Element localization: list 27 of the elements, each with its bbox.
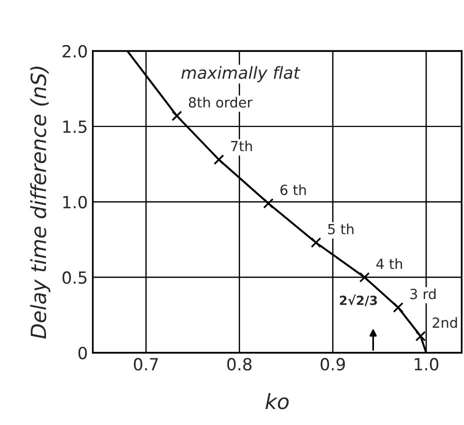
x-tick-label: 0.8 bbox=[227, 358, 252, 371]
x-tick-label: 0.9 bbox=[320, 358, 345, 371]
annotation: 2√2/3 bbox=[340, 294, 377, 306]
annotation: 2nd bbox=[432, 317, 457, 328]
point bbox=[172, 110, 182, 122]
y-tick-label: 2.0 bbox=[62, 44, 87, 58]
y-tick-label: 1.0 bbox=[63, 196, 87, 208]
annotation: 4 th bbox=[376, 258, 402, 269]
annotation: 3 rd bbox=[410, 288, 436, 300]
x-tick-label: 0.7 bbox=[134, 358, 158, 371]
annotation: 8th order bbox=[188, 96, 252, 108]
annotation: maximally flat bbox=[181, 66, 300, 82]
y-tick-label: 0 bbox=[78, 346, 87, 360]
y-axis-title: Delay time difference (nS) bbox=[30, 66, 50, 339]
annotation: 6 th bbox=[280, 184, 306, 196]
annotation: 7th bbox=[231, 140, 252, 152]
point bbox=[310, 237, 322, 248]
x-axis-title: ko bbox=[266, 393, 289, 410]
point bbox=[359, 272, 370, 283]
point bbox=[214, 154, 224, 165]
annotation: 5 th bbox=[328, 224, 354, 234]
point bbox=[263, 198, 274, 209]
y-tick-label: 0.5 bbox=[62, 271, 86, 284]
point bbox=[415, 330, 426, 342]
y-tick-label: 1.5 bbox=[63, 120, 86, 134]
x-tick-label: 1.0 bbox=[414, 358, 438, 371]
point bbox=[392, 302, 404, 313]
